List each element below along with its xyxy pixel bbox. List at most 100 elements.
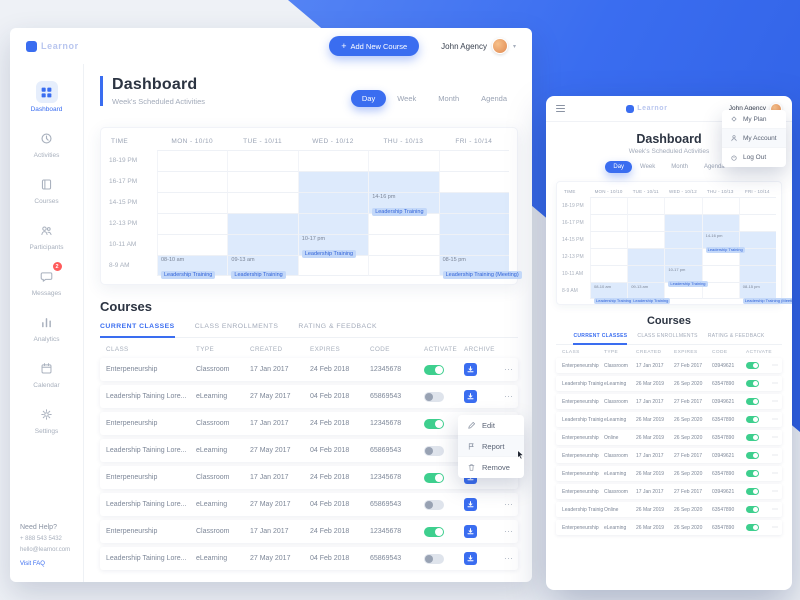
activate-toggle[interactable] <box>424 526 444 537</box>
menu-item-edit[interactable]: Edit <box>458 415 524 436</box>
schedule-event[interactable]: 10-17 pm Leadership Training <box>301 236 357 260</box>
activate-toggle[interactable] <box>424 553 444 564</box>
schedule-cell[interactable] <box>738 265 776 282</box>
sidebar-item-settings[interactable]: Settings <box>10 396 83 442</box>
course-row[interactable]: Enterpeneurship Online 26 Mar 2019 26 Sep 2… <box>556 430 782 445</box>
schedule-cell[interactable]: 08-10 am Leadership Training <box>590 282 634 304</box>
course-row[interactable]: Leadership Trainig eLearning 26 Mar 2019 26… <box>556 412 782 427</box>
archive-button[interactable] <box>464 363 477 376</box>
schedule-cell[interactable] <box>738 231 776 248</box>
row-actions-button[interactable]: ⋯ <box>772 399 779 405</box>
menu-item-my-account[interactable]: My Account <box>722 129 786 148</box>
activate-toggle[interactable] <box>746 470 759 477</box>
schedule-cell[interactable] <box>157 234 228 255</box>
row-actions-button[interactable]: ⋯ <box>772 525 779 531</box>
activate-toggle[interactable] <box>746 452 759 459</box>
archive-button[interactable] <box>464 498 477 511</box>
schedule-cell[interactable]: 14-16 pm Leadership Training <box>368 192 439 216</box>
course-tab[interactable]: CURRENT CLASSES <box>100 323 175 338</box>
row-actions-button[interactable]: ⋯ <box>772 363 779 369</box>
schedule-cell[interactable] <box>227 192 298 213</box>
course-tab[interactable]: RATING & FEEDBACK <box>298 323 378 330</box>
schedule-cell[interactable]: 08-15 pm Leadership Training (Meeting) <box>438 255 522 279</box>
course-row[interactable]: Leadership Trainig eLearning 26 Mar 2019 26… <box>556 376 782 391</box>
schedule-cell[interactable] <box>157 171 228 192</box>
schedule-cell[interactable] <box>368 150 439 171</box>
view-tab-day[interactable]: Day <box>605 161 633 173</box>
activate-toggle[interactable] <box>746 506 759 513</box>
course-row[interactable]: Leadership Taining Lore... eLearning 27 Ma… <box>100 439 518 462</box>
schedule-event[interactable]: 09-13 am Leadership Training <box>631 284 671 307</box>
view-tab-agenda[interactable]: Agenda <box>481 94 507 103</box>
activate-toggle[interactable] <box>424 418 444 429</box>
schedule-cell[interactable] <box>627 214 665 231</box>
course-row[interactable]: Enterpeneurship eLearning 26 Mar 2019 26 Se… <box>556 520 782 535</box>
schedule-cell[interactable] <box>368 171 439 192</box>
activate-toggle[interactable] <box>424 472 444 483</box>
activate-toggle[interactable] <box>746 380 759 387</box>
schedule-cell[interactable] <box>627 197 665 214</box>
schedule-cell[interactable]: 10-17 pm Leadership Training <box>297 234 369 258</box>
menu-item-log-out[interactable]: Log Out <box>722 148 786 167</box>
schedule-cell[interactable] <box>738 197 776 214</box>
course-row[interactable]: Enterpeneurship Classroom 17 Jan 2017 24 Fe… <box>100 520 518 543</box>
course-row[interactable]: Enterpeneurship Classroom 17 Jan 2017 27 Fe… <box>556 484 782 499</box>
schedule-cell[interactable] <box>227 213 298 234</box>
schedule-event[interactable]: 14-16 pm Leadership Training <box>372 194 427 218</box>
schedule-cell[interactable] <box>590 197 628 214</box>
activate-toggle[interactable] <box>424 499 444 510</box>
course-row[interactable]: Enterpeneurship Classroom 17 Jan 2017 27 Fe… <box>556 358 782 373</box>
archive-button[interactable] <box>464 552 477 565</box>
sidebar-item-participants[interactable]: Participants <box>10 212 83 258</box>
course-row[interactable]: Enterpeneurship Classroom 17 Jan 2017 24 Fe… <box>100 358 518 381</box>
schedule-cell[interactable] <box>438 192 509 213</box>
row-actions-button[interactable]: ⋯ <box>504 391 514 401</box>
menu-item-report[interactable]: Report <box>458 436 524 460</box>
schedule-cell[interactable]: 08-15 pm Leadership Training (Meeting) <box>738 282 792 304</box>
schedule-cell[interactable] <box>368 255 439 276</box>
row-actions-button[interactable]: ⋯ <box>772 381 779 387</box>
activate-toggle[interactable] <box>424 391 444 402</box>
activate-toggle[interactable] <box>746 398 759 405</box>
help-email[interactable]: hello@learnor.com <box>20 547 71 554</box>
schedule-cell[interactable] <box>701 265 739 282</box>
view-tab-agenda[interactable]: Agenda <box>703 164 725 170</box>
row-actions-button[interactable]: ⋯ <box>772 489 779 495</box>
schedule-cell[interactable] <box>664 214 702 231</box>
schedule-cell[interactable] <box>438 213 509 234</box>
course-row[interactable]: Enterpeneurship Classroom 17 Jan 2017 27 Fe… <box>556 394 782 409</box>
row-actions-button[interactable]: ⋯ <box>772 435 779 441</box>
schedule-cell[interactable] <box>738 214 776 231</box>
schedule-cell[interactable] <box>297 192 369 213</box>
schedule-cell[interactable] <box>297 213 369 234</box>
course-row[interactable]: Leadership Taining Lore... eLearning 27 Ma… <box>100 385 518 408</box>
schedule-event[interactable]: 08-10 am Leadership Training <box>594 284 634 307</box>
activate-toggle[interactable] <box>746 362 759 369</box>
schedule-cell[interactable] <box>297 150 369 171</box>
schedule-cell[interactable] <box>627 231 665 248</box>
user-menu[interactable]: John Agency ▾ <box>441 38 516 54</box>
activate-toggle[interactable] <box>746 434 759 441</box>
schedule-cell[interactable] <box>664 231 702 248</box>
schedule-cell[interactable] <box>297 171 369 192</box>
sidebar-item-courses[interactable]: Courses <box>10 166 83 212</box>
course-tab[interactable]: CLASS ENROLLMENTS <box>637 333 698 339</box>
course-row[interactable]: Leadership Taining Lore... eLearning 27 Ma… <box>100 547 518 570</box>
visit-faq-link[interactable]: Visit FAQ <box>20 560 45 567</box>
archive-button[interactable] <box>464 525 477 538</box>
row-actions-button[interactable]: ⋯ <box>504 553 514 563</box>
schedule-event[interactable]: 09-13 am Leadership Training <box>231 257 286 281</box>
row-actions-button[interactable]: ⋯ <box>772 453 779 459</box>
schedule-cell[interactable] <box>701 282 739 299</box>
schedule-event[interactable]: 08-15 pm Leadership Training (Meeting) <box>742 284 792 307</box>
schedule-event[interactable]: 14-16 pm Leadership Training <box>705 233 745 256</box>
schedule-cell[interactable] <box>368 234 439 255</box>
schedule-cell[interactable] <box>157 150 228 171</box>
menu-item-remove[interactable]: Remove <box>458 457 524 478</box>
row-actions-button[interactable]: ⋯ <box>772 471 779 477</box>
schedule-cell[interactable]: 09-13 am Leadership Training <box>627 282 671 304</box>
schedule-cell[interactable] <box>227 150 298 171</box>
row-actions-button[interactable]: ⋯ <box>772 417 779 423</box>
schedule-event[interactable]: 10-17 pm Leadership Training <box>668 267 708 290</box>
course-row[interactable]: Enterpeneurship Classroom 17 Jan 2017 24 Fe… <box>100 412 518 435</box>
